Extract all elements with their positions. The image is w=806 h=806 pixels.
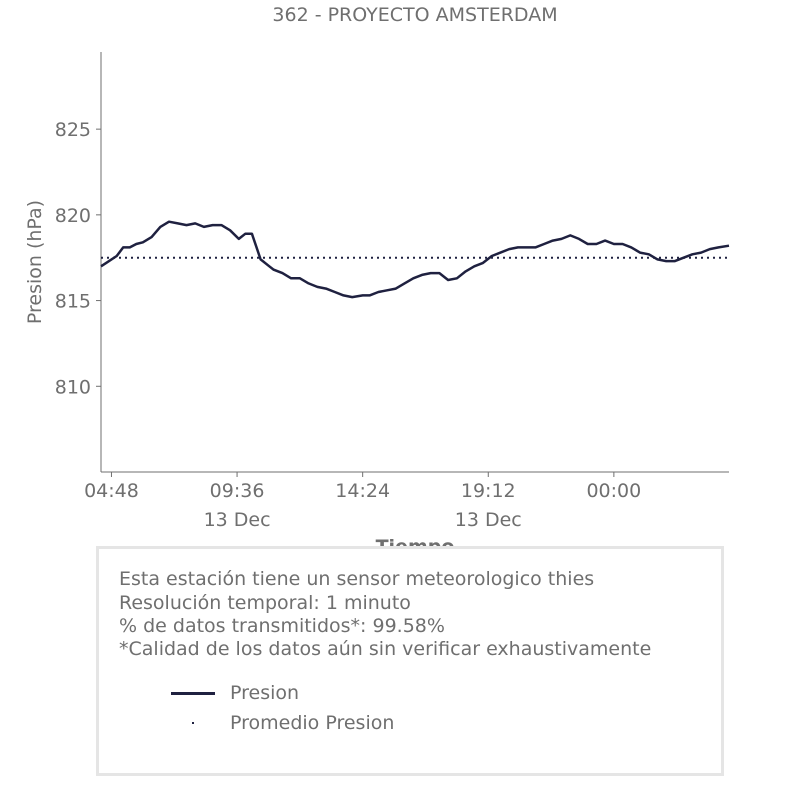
chart: 362 - PROYECTO AMSTERDAM 810 815 820 825 04:… xyxy=(24,4,730,546)
legend-line-swatch xyxy=(171,692,215,695)
plot-area: 810 815 820 825 04:48 09:36 13 Dec 14:24 19:12 13… xyxy=(55,52,730,531)
chart-title: 362 - PROYECTO AMSTERDAM xyxy=(272,4,557,26)
x-tick-label: 14:24 xyxy=(335,480,390,502)
quality-note: *Calidad de los datos aún sin verificar … xyxy=(119,638,652,660)
x-tick-label: 04:48 xyxy=(84,480,139,502)
y-tick-label: 825 xyxy=(55,119,91,141)
legend-label-presion: Presion xyxy=(230,682,300,704)
x-tick-label: 00:00 xyxy=(586,480,641,502)
series-presion xyxy=(100,220,730,299)
y-tick-label: 820 xyxy=(55,205,91,227)
info-box: Esta estación tiene un sensor meteorolog… xyxy=(96,546,724,776)
x-tick-label: 09:36 xyxy=(210,480,265,502)
legend-label-promedio: Promedio Presion xyxy=(230,712,395,734)
y-tick-label: 810 xyxy=(55,376,91,398)
transmission-info: % de datos transmitidos*: 99.58% xyxy=(119,615,445,637)
y-tick-label: 815 xyxy=(55,291,91,313)
sensor-info: Esta estación tiene un sensor meteorolog… xyxy=(119,568,595,590)
x-tick-label: 19:12 xyxy=(461,480,516,502)
resolution-info: Resolución temporal: 1 minuto xyxy=(119,592,411,614)
x-axis-label: Tiempo xyxy=(376,536,455,546)
y-axis-label: Presion (hPa) xyxy=(24,200,46,324)
x-tick-sublabel: 13 Dec xyxy=(455,509,522,531)
x-tick-sublabel: 13 Dec xyxy=(204,509,271,531)
legend-dot-swatch xyxy=(192,722,194,724)
